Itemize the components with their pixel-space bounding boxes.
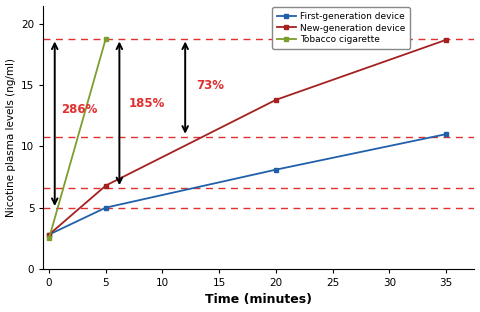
First-generation device — [443, 132, 449, 136]
First-generation device — [273, 168, 279, 172]
Legend: First-generation device, New-generation device, Tobacco cigarette: First-generation device, New-generation … — [272, 7, 410, 49]
Tobacco cigarette — [103, 37, 108, 41]
First-generation device — [103, 206, 108, 209]
Y-axis label: Nicotine plasma levels (ng/ml): Nicotine plasma levels (ng/ml) — [6, 58, 15, 217]
New-generation device — [443, 38, 449, 42]
New-generation device — [103, 184, 108, 188]
Line: First-generation device: First-generation device — [47, 132, 448, 237]
New-generation device — [273, 98, 279, 102]
New-generation device — [46, 233, 52, 236]
Text: 286%: 286% — [61, 103, 98, 116]
First-generation device — [46, 233, 52, 236]
X-axis label: Time (minutes): Time (minutes) — [205, 294, 312, 306]
Line: Tobacco cigarette: Tobacco cigarette — [47, 36, 108, 241]
Text: 73%: 73% — [196, 79, 225, 92]
Tobacco cigarette — [46, 236, 52, 240]
Line: New-generation device: New-generation device — [47, 37, 448, 237]
Text: 185%: 185% — [129, 97, 165, 110]
